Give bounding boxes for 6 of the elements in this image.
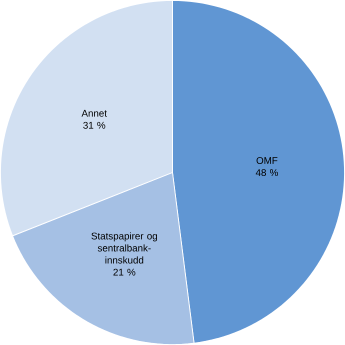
data-label: 48 %: [256, 169, 278, 176]
slice-label: Statspapirer og sentralbank-innskudd: [91, 232, 158, 264]
slice-label: OMF: [256, 157, 278, 164]
slice-label: Annet: [82, 110, 107, 117]
data-label: 31 %: [83, 122, 106, 129]
data-label: 21 %: [113, 268, 136, 276]
